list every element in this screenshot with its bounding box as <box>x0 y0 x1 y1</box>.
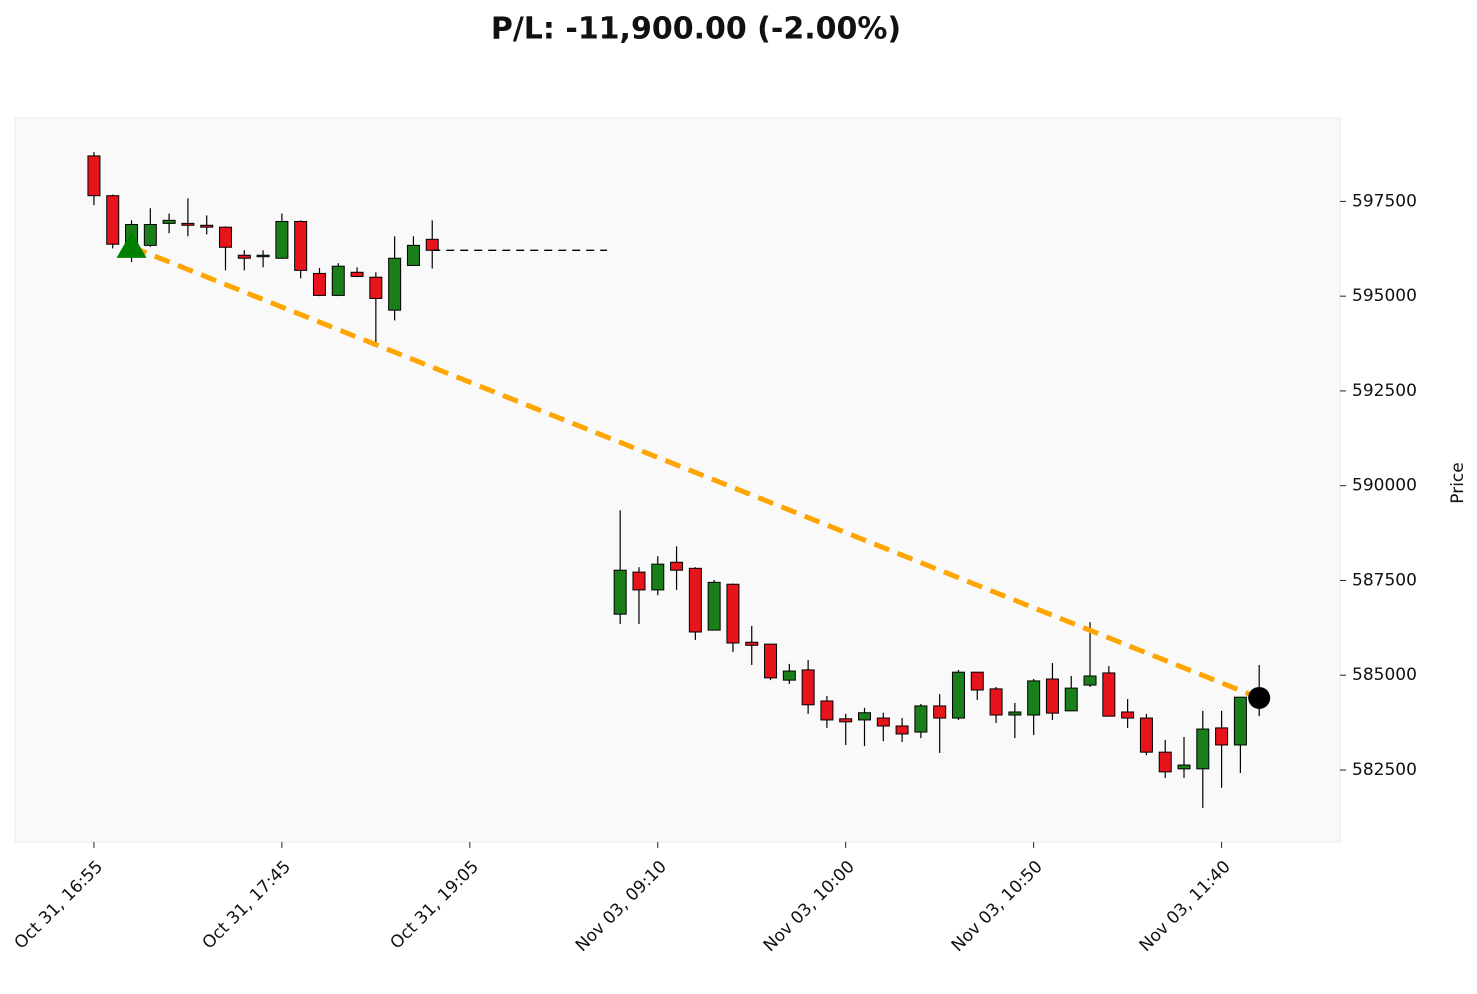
candle-body <box>388 257 402 311</box>
candle-body <box>350 271 364 277</box>
chart-title: P/L: -11,900.00 (-2.00%) <box>491 12 901 47</box>
candle-body <box>933 705 947 719</box>
candle-body <box>895 725 909 735</box>
y-axis-label: Price <box>1448 462 1468 503</box>
candle-body <box>1121 711 1135 719</box>
candle-body <box>1008 711 1022 716</box>
y-tick-label: 587500 <box>1352 570 1417 590</box>
candle-body <box>801 669 815 706</box>
candle-body <box>406 244 420 266</box>
candle-body <box>970 671 984 691</box>
candle-body <box>425 238 439 251</box>
candle-body <box>858 712 872 721</box>
x-tick-label: Nov 03, 11:40 <box>1136 857 1235 956</box>
candle-body <box>256 254 270 258</box>
candle-body <box>218 226 232 248</box>
y-tick-label: 582500 <box>1352 760 1417 780</box>
y-tick-label: 597500 <box>1352 191 1417 211</box>
candle-body <box>143 224 157 246</box>
candle-body <box>1064 687 1078 712</box>
candle-body <box>951 671 965 719</box>
y-tick-label: 592500 <box>1352 381 1417 401</box>
candle-body <box>1139 717 1153 753</box>
candle-body <box>237 254 251 259</box>
candle-body <box>839 718 853 723</box>
candle-body <box>651 563 665 591</box>
y-tick-label: 595000 <box>1352 286 1417 306</box>
candle-body <box>688 567 702 633</box>
candle-body <box>1233 696 1247 746</box>
candle-body <box>707 581 721 631</box>
candle-body <box>989 688 1003 716</box>
x-tick-label: Nov 03, 10:00 <box>760 857 859 956</box>
candle-body <box>782 670 796 681</box>
candle-body <box>745 641 759 646</box>
y-tick-label: 590000 <box>1352 476 1417 496</box>
candle-body <box>1177 764 1191 770</box>
candle-body <box>162 219 176 224</box>
candle-body <box>106 195 120 245</box>
trade-line <box>130 244 1261 701</box>
candle-body <box>294 220 308 271</box>
candle-body <box>87 155 101 197</box>
candle-body <box>764 643 778 679</box>
x-tick-label: Nov 03, 09:10 <box>572 857 671 956</box>
y-tick-label: 585000 <box>1352 665 1417 685</box>
candle-body <box>312 272 326 296</box>
x-tick-label: Nov 03, 10:50 <box>948 857 1047 956</box>
candle-body <box>876 717 890 727</box>
candle-body <box>670 561 684 571</box>
candle-body <box>726 583 740 644</box>
candle-body <box>613 569 627 615</box>
candle-body <box>275 220 289 259</box>
candle-body <box>1158 751 1172 773</box>
candle-body <box>820 700 834 721</box>
exit-marker <box>1248 686 1271 709</box>
candle-body <box>200 224 214 228</box>
candle-body <box>1102 672 1116 717</box>
candle-body <box>181 222 195 226</box>
candle-body <box>914 705 928 733</box>
entry-marker <box>116 231 147 258</box>
candle-body <box>1215 727 1229 746</box>
candle-body <box>1196 728 1210 770</box>
candle-body <box>1083 675 1097 686</box>
candle-body <box>369 276 383 299</box>
candle-body <box>632 571 646 591</box>
candle-body <box>1045 678 1059 714</box>
candle-body <box>331 265 345 296</box>
candle-body <box>1027 680 1041 716</box>
plot-area <box>14 117 1341 843</box>
x-tick-label: Oct 31, 17:45 <box>199 857 295 953</box>
x-tick-label: Oct 31, 19:05 <box>387 857 483 953</box>
x-tick-label: Oct 31, 16:55 <box>11 857 107 953</box>
